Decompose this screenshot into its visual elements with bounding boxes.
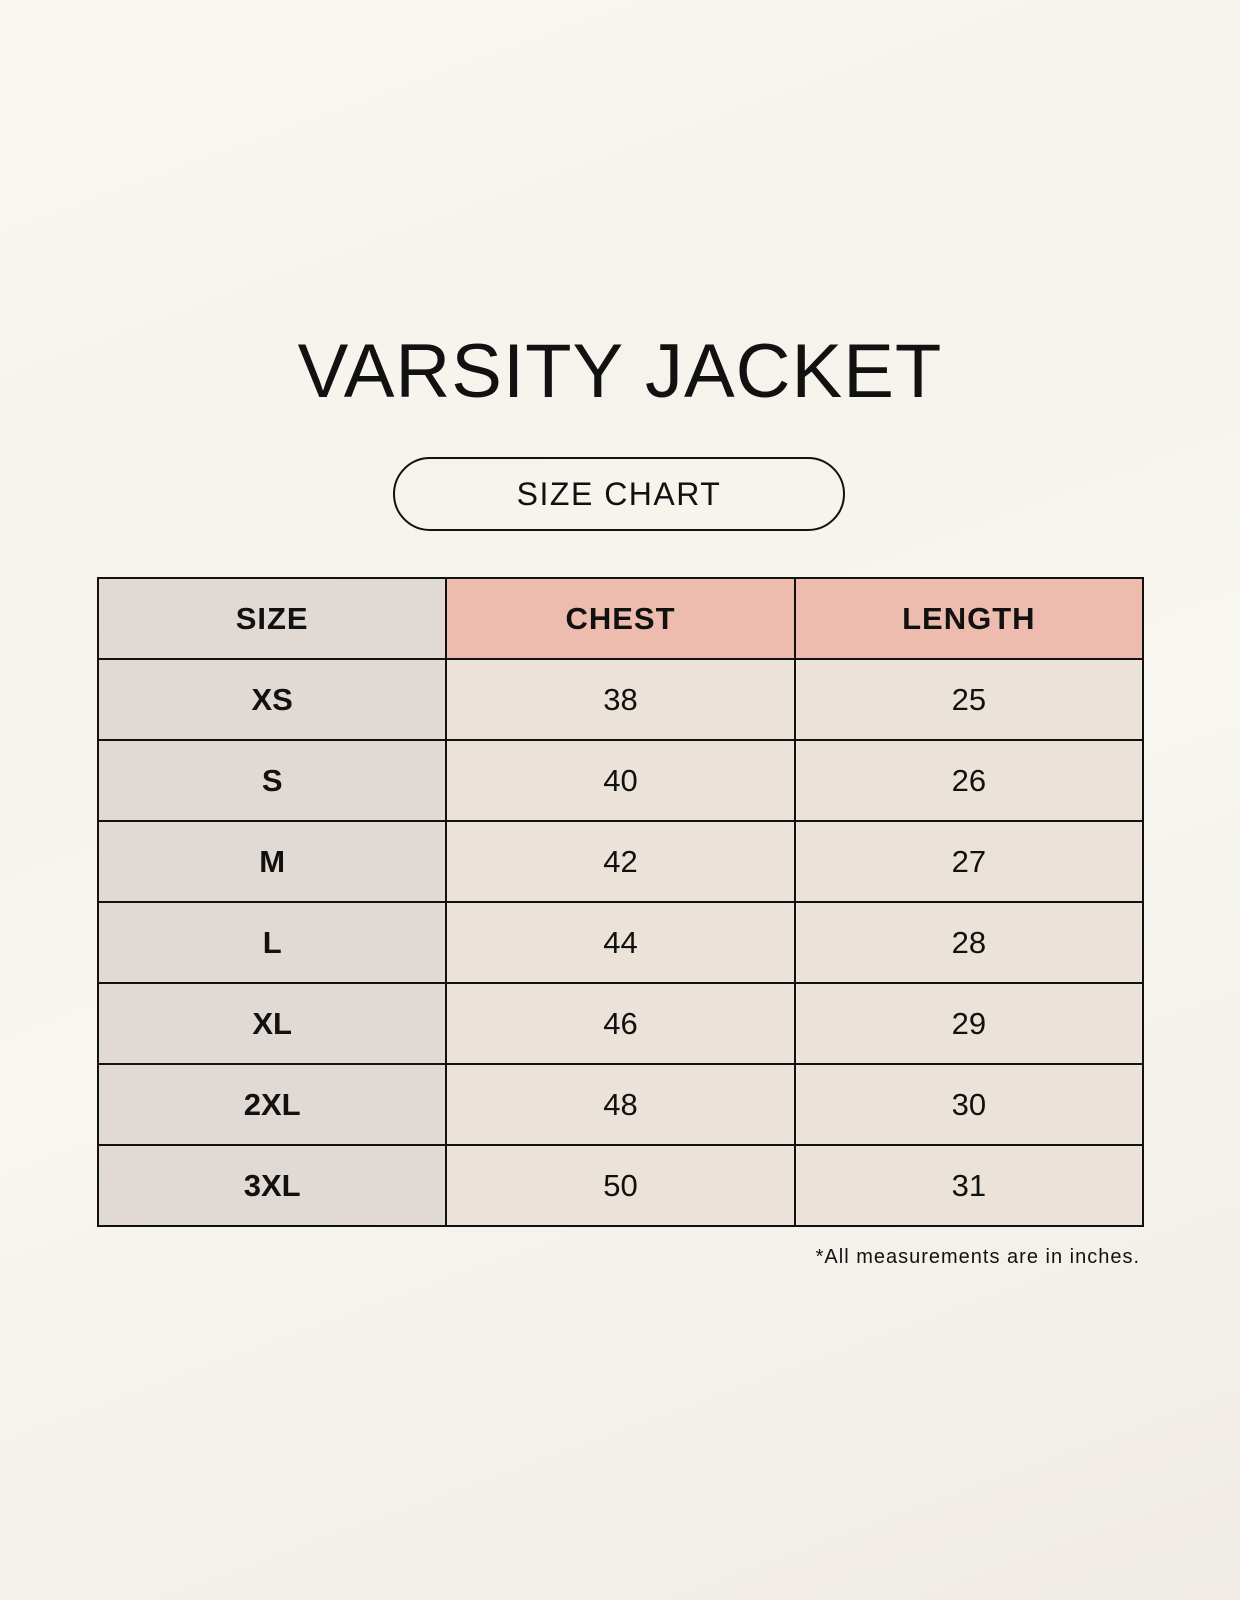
- size-cell: XL: [96, 982, 448, 1065]
- size-cell: L: [96, 901, 448, 984]
- header-size: SIZE: [96, 577, 448, 660]
- chest-cell: 38: [445, 658, 796, 741]
- size-cell: 2XL: [96, 1063, 448, 1146]
- length-cell: 28: [793, 901, 1145, 984]
- size-cell: S: [96, 739, 448, 822]
- length-cell: 25: [793, 658, 1145, 741]
- table-row: 3XL 50 31: [96, 1144, 1145, 1227]
- length-cell: 26: [793, 739, 1145, 822]
- chest-cell: 50: [445, 1144, 796, 1227]
- chest-cell: 46: [445, 982, 796, 1065]
- size-cell: M: [96, 820, 448, 903]
- size-table: SIZE CHEST LENGTH XS 38 25 S 40 26 M 42 27 L 44 28 X…: [96, 577, 1145, 1227]
- length-cell: 30: [793, 1063, 1145, 1146]
- table-row: 2XL 48 30: [96, 1063, 1145, 1146]
- table-row: S 40 26: [96, 739, 1145, 822]
- header-length: LENGTH: [793, 577, 1145, 660]
- length-cell: 29: [793, 982, 1145, 1065]
- page-title: VARSITY JACKET: [297, 329, 943, 414]
- size-cell: 3XL: [96, 1144, 448, 1227]
- chest-cell: 42: [445, 820, 796, 903]
- footnote: *All measurements are in inches.: [815, 1246, 1140, 1268]
- table-row: XS 38 25: [96, 658, 1145, 741]
- table-row: XL 46 29: [96, 982, 1145, 1065]
- chest-cell: 40: [445, 739, 796, 822]
- table-row: L 44 28: [96, 901, 1145, 984]
- size-cell: XS: [96, 658, 448, 741]
- header-chest: CHEST: [445, 577, 796, 660]
- table-row: M 42 27: [96, 820, 1145, 903]
- chest-cell: 44: [445, 901, 796, 984]
- size-chart-badge: SIZE CHART: [393, 457, 845, 531]
- chest-cell: 48: [445, 1063, 796, 1146]
- length-cell: 27: [793, 820, 1145, 903]
- table-header-row: SIZE CHEST LENGTH: [96, 577, 1145, 660]
- length-cell: 31: [793, 1144, 1145, 1227]
